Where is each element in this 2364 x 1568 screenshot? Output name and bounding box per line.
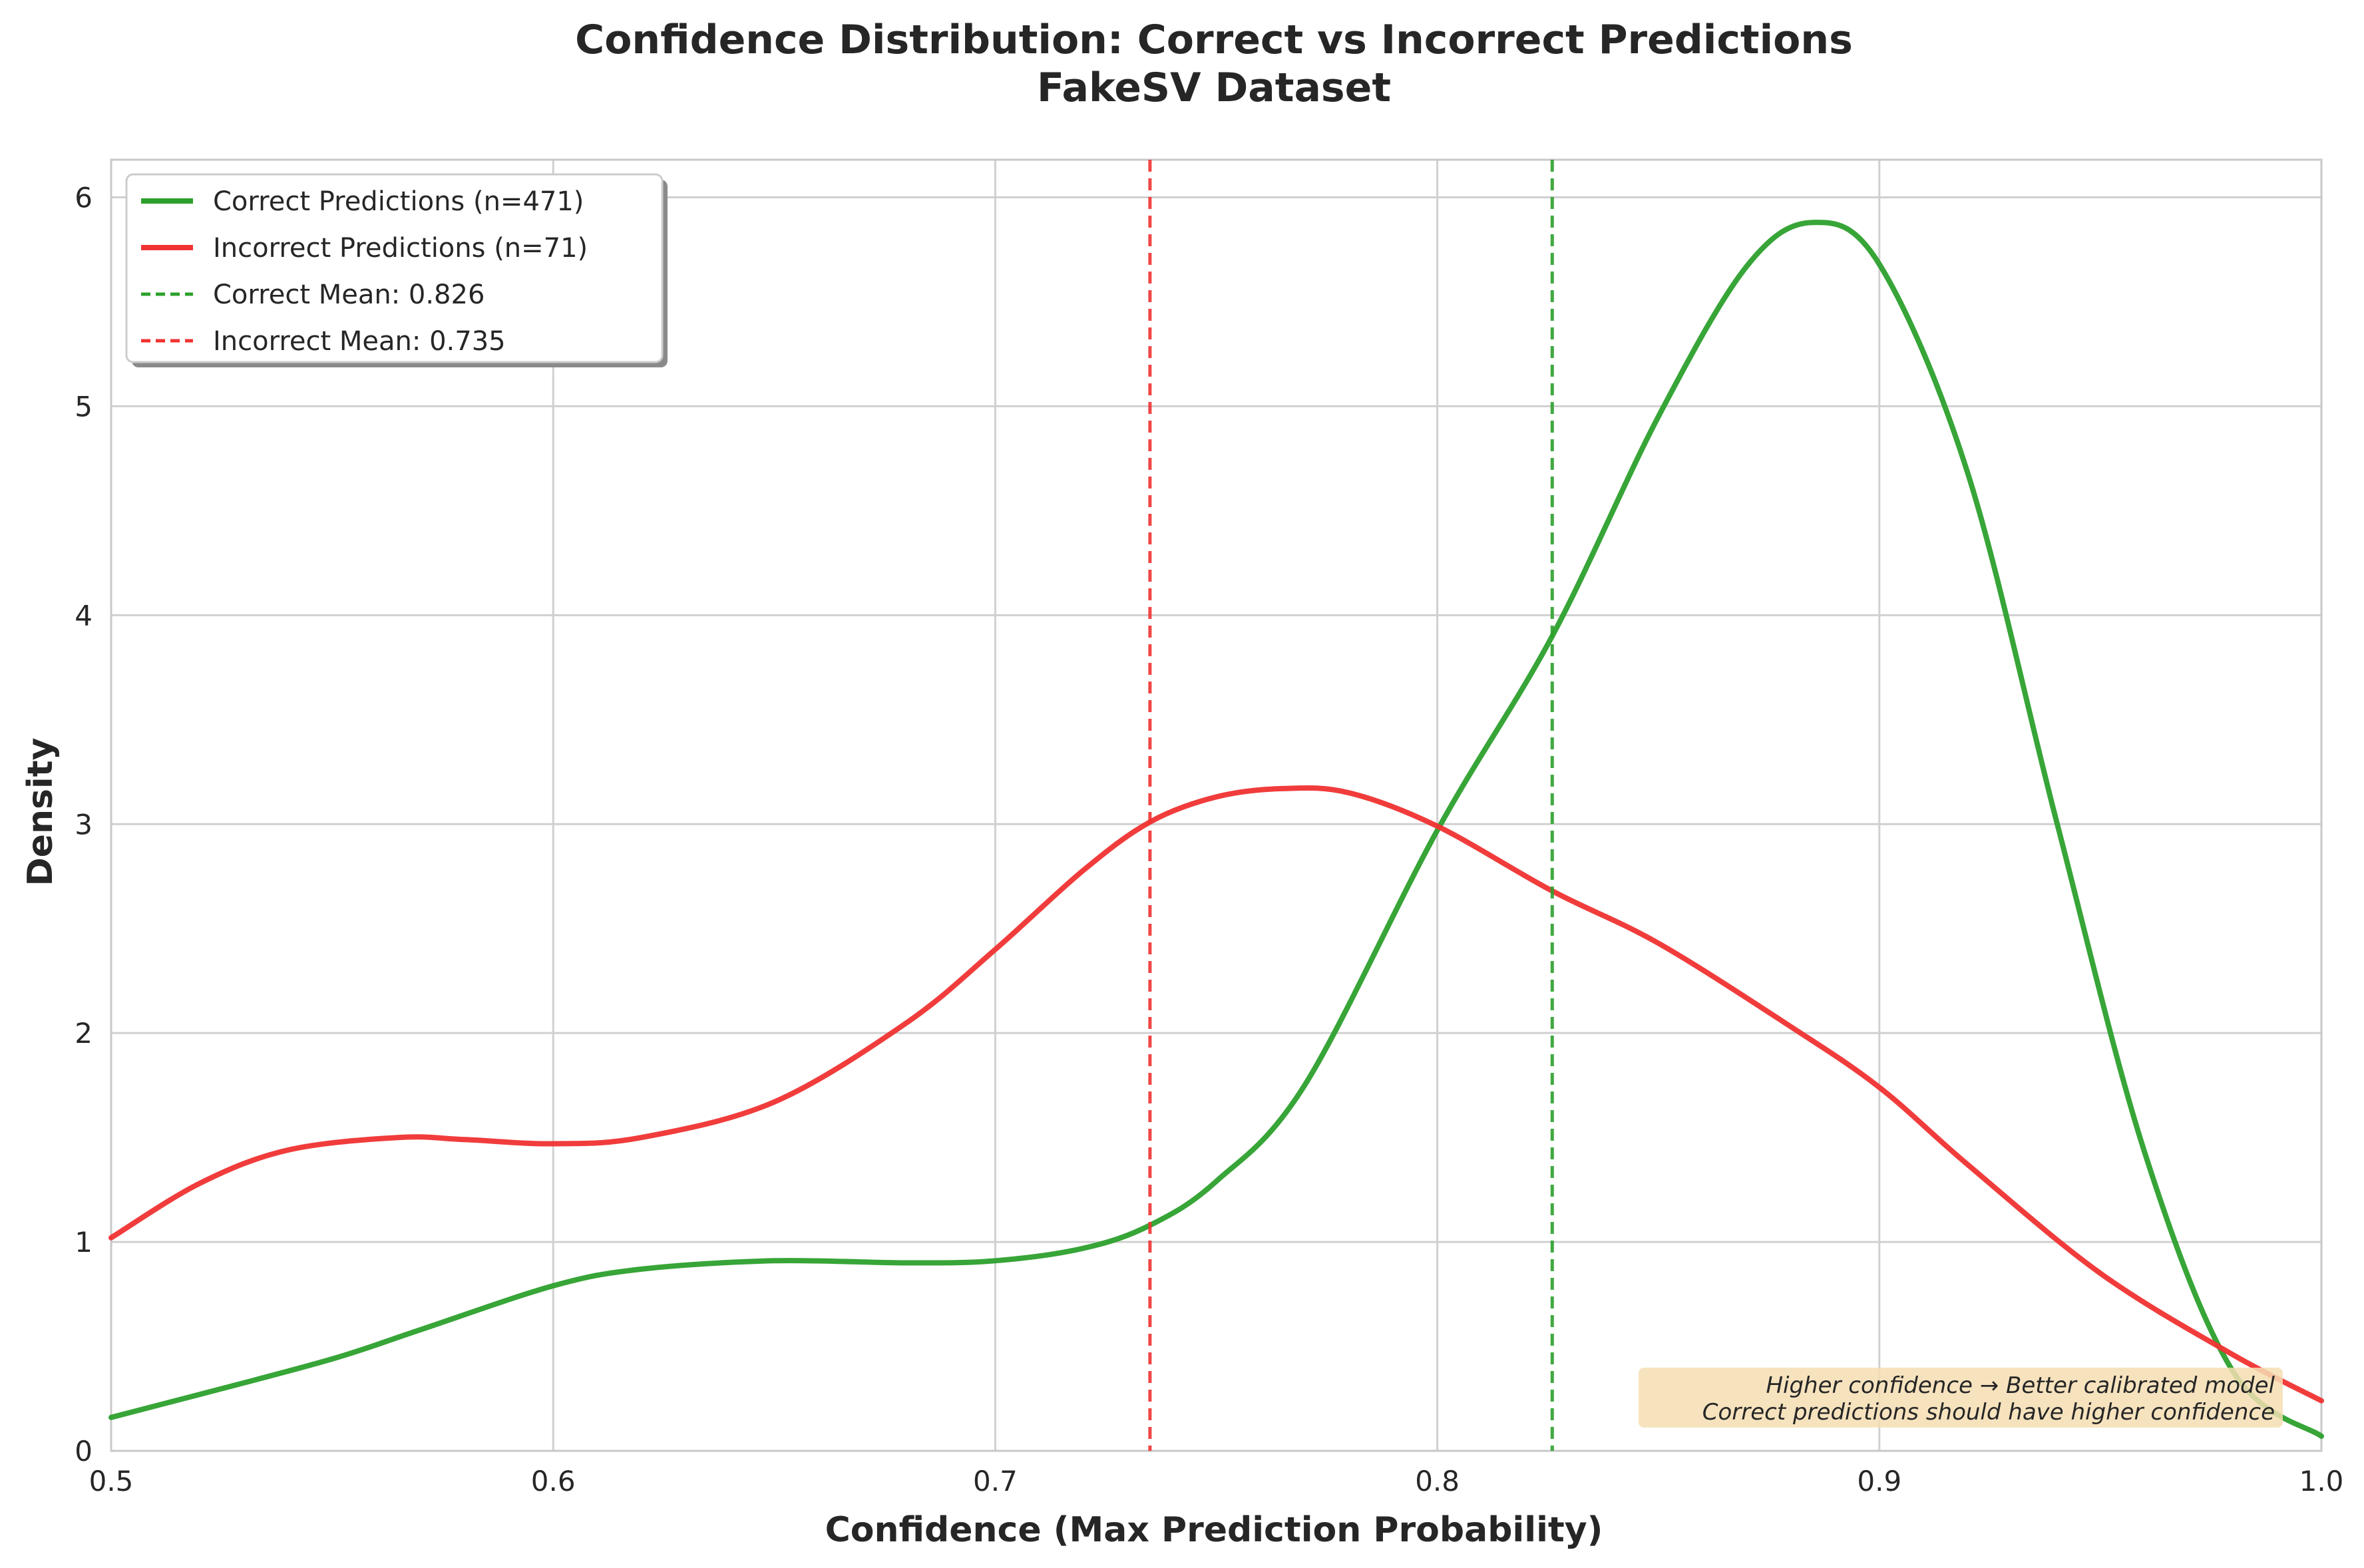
legend: Correct Predictions (n=471) Incorrect Pre…: [125, 173, 668, 367]
x-tick-label: 0.5: [89, 1465, 134, 1497]
calibration-note: Higher confidence → Better calibrated mo…: [1639, 1368, 2283, 1428]
chart-subtitle: FakeSV Dataset: [1037, 65, 1391, 111]
correct-density-line: [108, 220, 2324, 1439]
calibration-note-box: [1639, 1368, 2283, 1428]
y-tick-label: 1: [75, 1226, 93, 1259]
legend-item-incorrect-label: Incorrect Predictions (n=71): [213, 233, 588, 264]
x-tick-label: 0.9: [1857, 1465, 1901, 1497]
series-lines: [108, 220, 2324, 1439]
x-tick-label: 1.0: [2299, 1465, 2344, 1497]
x-axis-label: Confidence (Max Prediction Probability): [825, 1510, 1603, 1550]
legend-box: [125, 173, 664, 363]
plot-frame: [110, 158, 2323, 1452]
x-tick-label: 0.6: [531, 1465, 576, 1497]
mean-reference-lines: [1148, 160, 1554, 1451]
y-tick-label: 6: [75, 182, 93, 214]
x-tick-label: 0.8: [1415, 1465, 1460, 1497]
legend-item-correct-mean-label: Correct Mean: 0.826: [213, 280, 485, 310]
chart-title: Confidence Distribution: Correct vs Inco…: [575, 17, 1853, 63]
y-axis-label: Density: [21, 738, 61, 886]
x-tick-label: 0.7: [973, 1465, 1018, 1497]
y-tick-label: 3: [75, 808, 93, 841]
tick-labels: 0.5 0.6 0.7 0.8 0.9 1.0 0 1 2 3 4 5 6: [75, 182, 2343, 1497]
y-tick-label: 4: [75, 599, 93, 632]
y-tick-label: 0: [75, 1435, 93, 1468]
legend-item-correct-label: Correct Predictions (n=471): [213, 186, 584, 217]
legend-item-incorrect-mean-label: Incorrect Mean: 0.735: [213, 326, 506, 357]
calibration-note-line2: Correct predictions should have higher c…: [1702, 1399, 2275, 1426]
incorrect-density-line: [108, 785, 2324, 1404]
axes: [110, 158, 2323, 1452]
y-tick-label: 2: [75, 1017, 93, 1050]
calibration-note-line1: Higher confidence → Better calibrated mo…: [1766, 1372, 2275, 1399]
y-tick-label: 5: [75, 390, 93, 423]
